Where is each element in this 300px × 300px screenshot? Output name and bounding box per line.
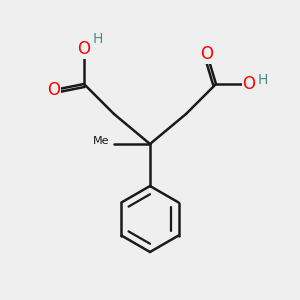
Text: H: H (92, 32, 103, 46)
Text: H: H (257, 74, 268, 87)
Text: O: O (77, 40, 91, 58)
Text: Me: Me (93, 136, 110, 146)
Text: O: O (200, 45, 214, 63)
Text: O: O (47, 81, 60, 99)
Text: O: O (242, 75, 256, 93)
